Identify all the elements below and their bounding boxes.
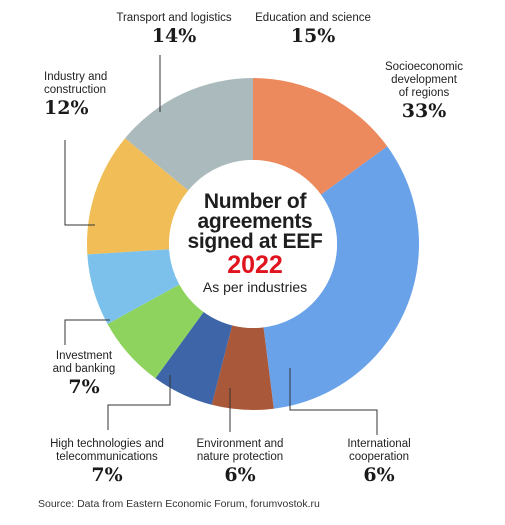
source-note: Source: Data from Eastern Economic Forum… (38, 498, 320, 510)
slice-label-pct: 14% (151, 25, 197, 47)
donut-slice (107, 284, 204, 379)
label-investment: Investment and banking 7% (44, 350, 124, 398)
slice-label-pct: 15% (290, 25, 336, 47)
slice-label-pct: 7% (91, 464, 123, 486)
slice-label-name: Investment and banking (52, 350, 116, 375)
label-socioeconomic: Socioeconomic development of regions 33% (368, 61, 480, 122)
slice-label-pct: 33% (401, 100, 447, 122)
slice-label-name: Socioeconomic development of regions (385, 61, 463, 99)
slice-label-name: Education and science (255, 12, 371, 24)
donut-slice (253, 78, 388, 195)
slice-label-pct: 6% (363, 464, 395, 486)
label-high-tech: High technologies and telecommunications… (40, 438, 174, 486)
slice-label-name: High technologies and telecommunications (50, 438, 164, 463)
slice-label-name: Environment and nature protection (196, 438, 284, 463)
slice-label-pct: 12% (44, 97, 89, 119)
slice-label-name: Transport and logistics (116, 12, 232, 24)
donut-slice (155, 311, 233, 405)
chart-year: 2022 (227, 251, 283, 279)
leader-line (289, 368, 378, 435)
label-transport: Transport and logistics 14% (108, 12, 240, 47)
label-industry: Industry and construction 12% (44, 71, 130, 119)
slice-label-pct: 6% (224, 464, 256, 486)
leader-line (64, 140, 95, 226)
leader-line (64, 319, 110, 345)
chart-title-line: Number of (203, 190, 307, 213)
chart-center-title: Number of agreements signed at EEF 2022 … (172, 190, 338, 295)
label-education-science: Education and science 15% (248, 12, 378, 47)
donut-slice (87, 249, 180, 324)
slice-label-name: Industry and construction (44, 71, 108, 96)
chart-title-line: signed at EEF (187, 230, 323, 253)
leader-line (107, 375, 171, 430)
chart-subtitle: As per industries (202, 279, 308, 295)
slice-label-pct: 7% (68, 376, 100, 398)
slice-label-name: International cooperation (347, 438, 411, 463)
donut-slice (211, 325, 274, 410)
chart-title-line: agreements (197, 210, 313, 233)
donut-slice (87, 138, 189, 255)
label-international: International cooperation 6% (324, 438, 434, 486)
donut-hole (169, 160, 337, 328)
donut-slice (263, 146, 419, 409)
donut-slice (125, 78, 253, 191)
label-environment: Environment and nature protection 6% (180, 438, 300, 486)
